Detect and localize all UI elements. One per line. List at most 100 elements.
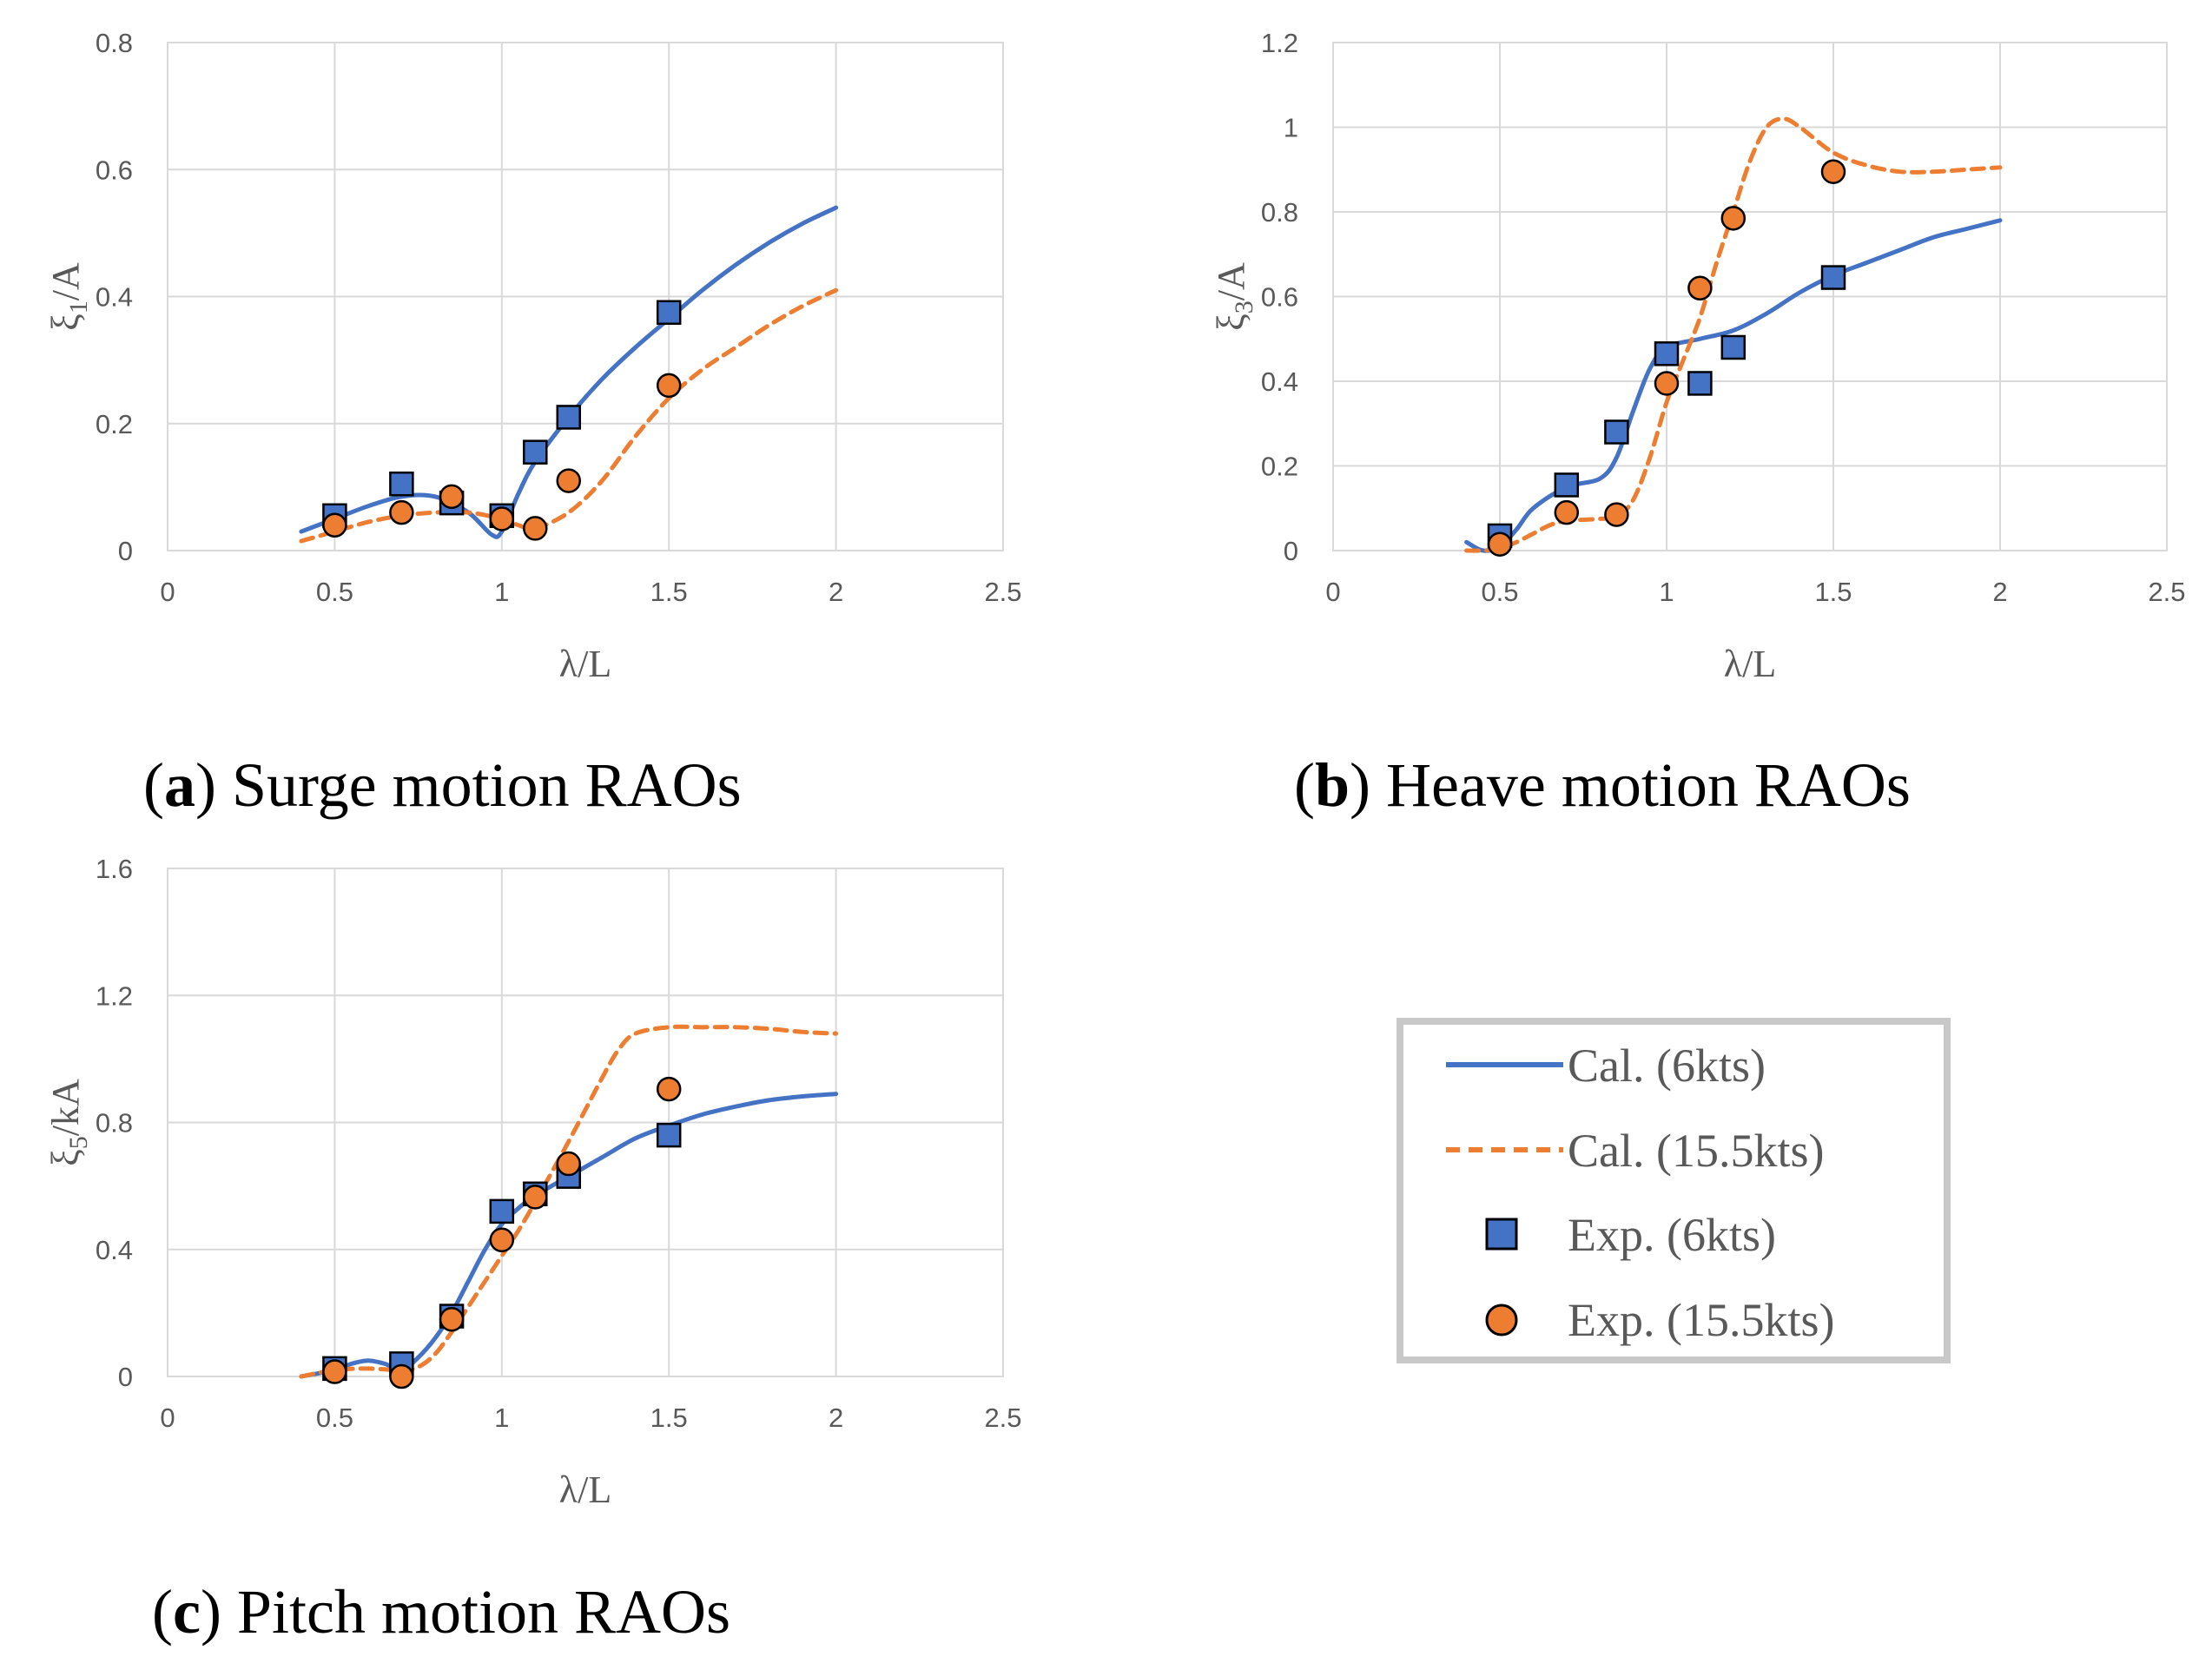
- pitch-exp-15-5kts-point: [489, 1227, 515, 1253]
- pitch-exp-6kts-point: [489, 1198, 515, 1224]
- surge-x-tick-label: 2.5: [984, 577, 1021, 607]
- surge-x-tick-label: 1: [494, 577, 509, 607]
- heave-x-tick-label: 0.5: [1481, 577, 1518, 607]
- surge-exp-15-5kts-point: [523, 516, 548, 541]
- heave-exp-6kts-point: [1687, 371, 1713, 396]
- surge-exp-15-5kts-point: [489, 506, 515, 531]
- pitch-exp-15-5kts-point: [523, 1185, 548, 1210]
- heave-x-tick-label: 1.5: [1814, 577, 1852, 607]
- surge-x-tick-label: 1.5: [650, 577, 688, 607]
- pitch-y-axis-label: ξ5/kA: [44, 1079, 93, 1166]
- pitch-x-tick-label: 2: [829, 1403, 843, 1433]
- pitch-caption: (c) Pitch motion RAOs: [152, 1577, 730, 1647]
- pitch-x-tick-label: 0.5: [316, 1403, 353, 1433]
- heave-x-tick-label: 2.5: [2148, 577, 2185, 607]
- pitch-cal-6kts-line: [299, 1092, 839, 1379]
- surge-exp-15-5kts-point: [322, 512, 347, 538]
- heave-exp-6kts-point: [1604, 419, 1629, 445]
- legend: Cal. (6kts) Cal. (15.5kts) Exp. (6kts) E…: [1397, 1018, 1951, 1363]
- heave-caption: (b) Heave motion RAOs: [1294, 750, 1911, 820]
- pitch-exp-15-5kts-point: [556, 1151, 582, 1177]
- pitch-y-tick-label: 0.4: [96, 1235, 133, 1265]
- surge-exp-15-5kts-point: [389, 499, 414, 525]
- heave-exp-15-5kts-point: [1604, 502, 1629, 527]
- surge-y-axis-label: ξ1/A: [44, 262, 93, 331]
- heave-cal-15-5kts-line: [1464, 116, 2003, 553]
- heave-series-2: [1487, 265, 1846, 549]
- pitch-exp-15-5kts-point: [322, 1359, 347, 1384]
- pitch-exp-15-5kts-point: [389, 1363, 414, 1389]
- pitch-series-1: [299, 1024, 839, 1379]
- heave-cal-6kts-line: [1464, 218, 2003, 553]
- heave-exp-6kts-point: [1720, 334, 1746, 360]
- legend-label-exp-6kts: Exp. (6kts): [1568, 1209, 1776, 1261]
- heave-x-tick-label: 1: [1659, 577, 1674, 607]
- surge-exp-15-5kts-point: [556, 468, 582, 493]
- legend-symbol-exp-15-5kts: [1485, 1304, 1518, 1337]
- surge-x-tick-label: 0: [160, 577, 175, 607]
- pitch-x-tick-label: 2.5: [984, 1403, 1021, 1433]
- heave-series-1: [1464, 116, 2003, 553]
- pitch-exp-15-5kts-point: [439, 1306, 465, 1332]
- heave-y-tick-label: 1: [1284, 113, 1298, 143]
- surge-y-tick-label: 0.8: [96, 28, 133, 58]
- pitch-x-tick-label: 1.5: [650, 1403, 688, 1433]
- surge-y-tick-label: 0.2: [96, 409, 133, 439]
- pitch-series-0: [299, 1092, 839, 1379]
- heave-series-0: [1464, 218, 2003, 553]
- pitch-series-3: [322, 1076, 682, 1389]
- heave-y-axis-label: ξ3/A: [1210, 262, 1258, 331]
- surge-exp-15-5kts-point: [656, 373, 682, 399]
- heave-y-tick-label: 0.8: [1261, 197, 1298, 228]
- surge-exp-6kts-point: [389, 471, 414, 497]
- surge-caption: (a) Surge motion RAOs: [143, 750, 742, 820]
- pitch-cal-15-5kts-line: [299, 1024, 839, 1379]
- heave-exp-15-5kts-point: [1554, 499, 1580, 525]
- legend-box: [1397, 1018, 1951, 1363]
- heave-exp-6kts-point: [1554, 472, 1580, 498]
- surge-exp-6kts-point: [656, 300, 682, 326]
- pitch-x-axis-label: λ/L: [559, 1469, 611, 1511]
- heave-exp-15-5kts-point: [1687, 275, 1713, 300]
- surge-y-tick-label: 0.6: [96, 155, 133, 185]
- surge-x-axis-label: λ/L: [559, 643, 611, 685]
- pitch-exp-15-5kts-point: [656, 1076, 682, 1102]
- surge-x-tick-label: 0.5: [316, 577, 353, 607]
- pitch-x-tick-label: 1: [494, 1403, 509, 1433]
- pitch-x-tick-label: 0: [160, 1403, 175, 1433]
- legend-symbol-exp-6kts: [1485, 1218, 1518, 1251]
- surge-exp-15-5kts-point: [439, 484, 465, 510]
- surge-chart-panel: 0 0.5 1 1.5 2 2.5 0 0.2 0.4 0.6 0.8 λ/L ξ1/A (a) Surg…: [44, 28, 1022, 820]
- heave-exp-6kts-point: [1654, 341, 1680, 366]
- heave-exp-15-5kts-point: [1720, 206, 1746, 231]
- surge-series-3: [322, 373, 682, 541]
- surge-exp-6kts-point: [556, 405, 582, 430]
- surge-exp-6kts-point: [523, 439, 548, 465]
- heave-chart-panel: 0 0.5 1 1.5 2 2.5 0 0.2 0.4 0.6 0.8 1 1.2 λ/L ξ3/A (b) …: [1210, 28, 2186, 820]
- heave-x-axis-label: λ/L: [1724, 643, 1776, 685]
- heave-x-tick-label: 2: [1992, 577, 2007, 607]
- heave-exp-15-5kts-point: [1654, 371, 1680, 396]
- pitch-y-tick-label: 0: [118, 1362, 133, 1392]
- pitch-exp-6kts-point: [656, 1122, 682, 1148]
- surge-y-tick-label: 0: [118, 536, 133, 566]
- heave-y-tick-label: 0.6: [1261, 282, 1298, 313]
- heave-exp-6kts-point: [1820, 265, 1846, 290]
- surge-y-tick-label: 0.4: [96, 282, 133, 313]
- heave-x-tick-label: 0: [1325, 577, 1340, 607]
- heave-y-tick-label: 0.4: [1261, 366, 1298, 397]
- heave-y-tick-label: 0: [1284, 536, 1298, 566]
- pitch-y-tick-label: 0.8: [96, 1108, 133, 1139]
- heave-exp-15-5kts-point: [1820, 159, 1846, 184]
- heave-series-3: [1487, 159, 1846, 557]
- pitch-chart-panel: 0 0.5 1 1.5 2 2.5 0 0.4 0.8 1.2 1.6 λ/L ξ5/kA (c) Pit…: [44, 854, 1022, 1647]
- heave-exp-15-5kts-point: [1487, 531, 1513, 557]
- legend-label-cal-15-5kts: Cal. (15.5kts): [1568, 1125, 1824, 1177]
- legend-label-cal-6kts: Cal. (6kts): [1568, 1040, 1766, 1092]
- heave-y-tick-label: 1.2: [1261, 28, 1298, 58]
- heave-y-tick-label: 0.2: [1261, 452, 1298, 482]
- pitch-y-tick-label: 1.2: [96, 980, 133, 1011]
- surge-x-tick-label: 2: [829, 577, 843, 607]
- legend-label-exp-15-5kts: Exp. (15.5kts): [1568, 1294, 1834, 1346]
